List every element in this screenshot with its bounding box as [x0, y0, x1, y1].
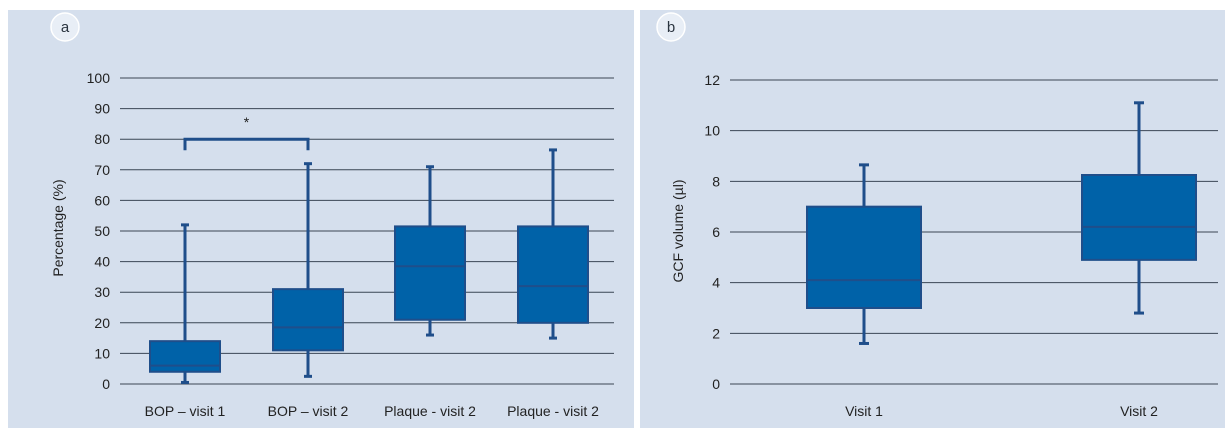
y-tick-label: 2	[712, 325, 720, 341]
panel-a-y-tick-labels: 0 10 20 30 40 50 60 70 80 90 100	[87, 70, 111, 392]
y-tick-label: 20	[94, 315, 110, 331]
x-tick-label: Visit 2	[1120, 403, 1158, 419]
panel-b-label-badge	[656, 12, 686, 42]
panel-a-x-tick-labels: BOP – visit 1 BOP – visit 2 Plaque - visit…	[145, 403, 599, 419]
panel-b-boxes	[806, 101, 1197, 345]
y-tick-label: 40	[94, 254, 110, 270]
x-tick-label: Plaque - visit 2	[507, 403, 599, 419]
y-tick-label: 90	[94, 101, 110, 117]
y-tick-label: 0	[102, 376, 110, 392]
panel-b-label: b	[667, 19, 675, 36]
y-tick-label: 8	[712, 173, 720, 189]
x-tick-label: BOP – visit 2	[268, 403, 349, 419]
y-tick-label: 0	[712, 376, 720, 392]
y-tick-label: 10	[94, 345, 110, 361]
y-tick-label: 60	[94, 192, 110, 208]
panel-b-x-tick-labels: Visit 1 Visit 2	[845, 403, 1158, 419]
iqr-box	[272, 288, 344, 352]
significance-marker: *	[244, 114, 250, 130]
iqr-box	[1081, 174, 1197, 261]
iqr-box	[149, 340, 221, 373]
significance-bracket	[183, 137, 310, 151]
box-4	[517, 148, 589, 340]
panel-a-y-axis-label: Percentage (%)	[50, 179, 66, 276]
iqr-box	[517, 225, 589, 324]
y-tick-label: 80	[94, 131, 110, 147]
y-tick-label: 6	[712, 224, 720, 240]
y-tick-label: 30	[94, 284, 110, 300]
panel-a-annotations: *	[183, 114, 310, 151]
box-1	[806, 163, 922, 345]
y-tick-label: 10	[704, 123, 720, 139]
x-tick-label: BOP – visit 1	[145, 403, 226, 419]
iqr-box	[394, 225, 466, 321]
x-tick-label: Visit 1	[845, 403, 883, 419]
box-1	[149, 223, 221, 384]
y-tick-label: 100	[87, 70, 111, 86]
box-2	[272, 162, 344, 378]
panel-a-label: a	[61, 19, 70, 36]
panel-b-y-tick-labels: 0 2 4 6 8 10 12	[704, 72, 720, 392]
y-tick-label: 70	[94, 162, 110, 178]
panel-a-background	[8, 10, 634, 428]
box-3	[394, 165, 466, 337]
panel-a-label-badge	[50, 12, 80, 42]
y-tick-label: 4	[712, 275, 720, 291]
iqr-box	[806, 205, 922, 310]
y-tick-label: 12	[704, 72, 720, 88]
y-tick-label: 50	[94, 223, 110, 239]
box-2	[1081, 101, 1197, 315]
panel-a: a Percentage (%) 0102030405060708090100 …	[8, 10, 634, 428]
panel-b-y-axis-label: GCF volume (µl)	[670, 180, 686, 283]
panel-a-boxes	[149, 148, 589, 384]
x-tick-label: Plaque - visit 2	[384, 403, 476, 419]
